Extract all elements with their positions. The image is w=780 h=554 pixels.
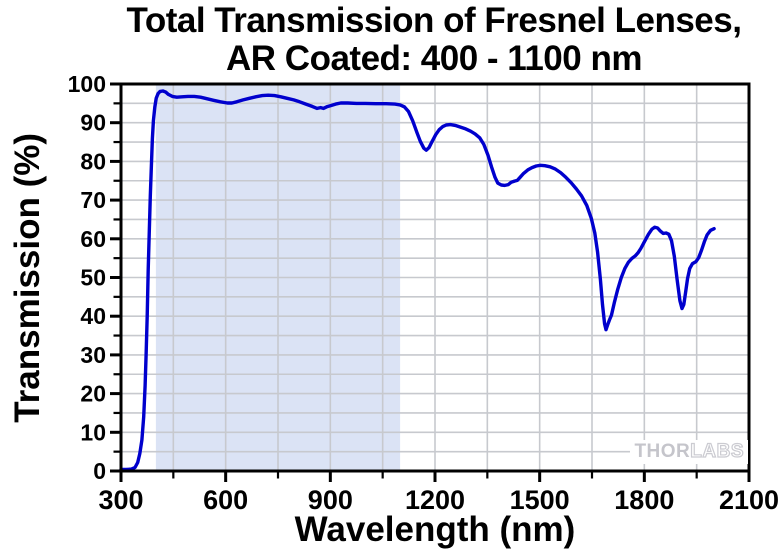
chart-title: Total Transmission of Fresnel Lenses, AR… [96, 2, 772, 78]
thorlabs-watermark-labs: LABS [690, 440, 744, 462]
chart-title-line1: Total Transmission of Fresnel Lenses, [126, 1, 742, 40]
x-tick-label: 2100 [719, 485, 779, 515]
plot-frame [119, 82, 751, 473]
x-tick-label: 600 [203, 485, 248, 515]
chart-title-line2: AR Coated: 400 - 1100 nm [226, 39, 642, 78]
y-tick-label: 50 [80, 265, 106, 291]
x-tick-label: 300 [98, 485, 143, 515]
y-tick-label: 20 [80, 381, 106, 407]
thorlabs-watermark-thor: THOR [634, 441, 691, 462]
y-tick-label: 90 [80, 110, 106, 136]
y-axis-label: Transmission (%) [8, 132, 47, 423]
x-tick-label: 1200 [405, 485, 465, 515]
thorlabs-watermark: THORLABS [630, 440, 748, 464]
y-tick-label: 70 [80, 187, 106, 213]
y-tick-label: 30 [80, 342, 106, 368]
y-tick-label: 100 [68, 71, 106, 97]
transmission-curve [119, 89, 716, 472]
y-axis-label-wrap: Transmission (%) [4, 84, 52, 471]
y-tick-label: 60 [80, 226, 106, 252]
x-tick-label: 1800 [614, 485, 674, 515]
y-tick-label: 10 [80, 419, 106, 445]
y-tick-label: 0 [93, 458, 106, 484]
y-tick-label: 80 [80, 148, 106, 174]
y-tick-label: 40 [80, 303, 106, 329]
x-tick-label: 1500 [510, 485, 570, 515]
x-tick-label: 900 [308, 485, 353, 515]
x-axis-label: Wavelength (nm) [294, 510, 576, 549]
